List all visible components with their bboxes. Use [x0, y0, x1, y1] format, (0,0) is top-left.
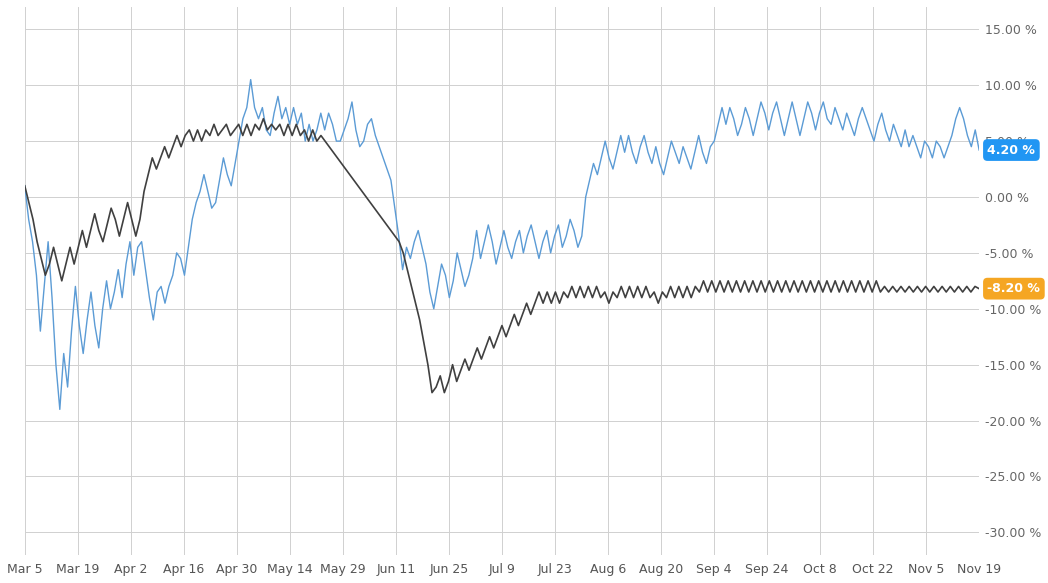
Text: 4.20 %: 4.20 %: [987, 143, 1035, 157]
Text: -8.20 %: -8.20 %: [987, 282, 1041, 295]
